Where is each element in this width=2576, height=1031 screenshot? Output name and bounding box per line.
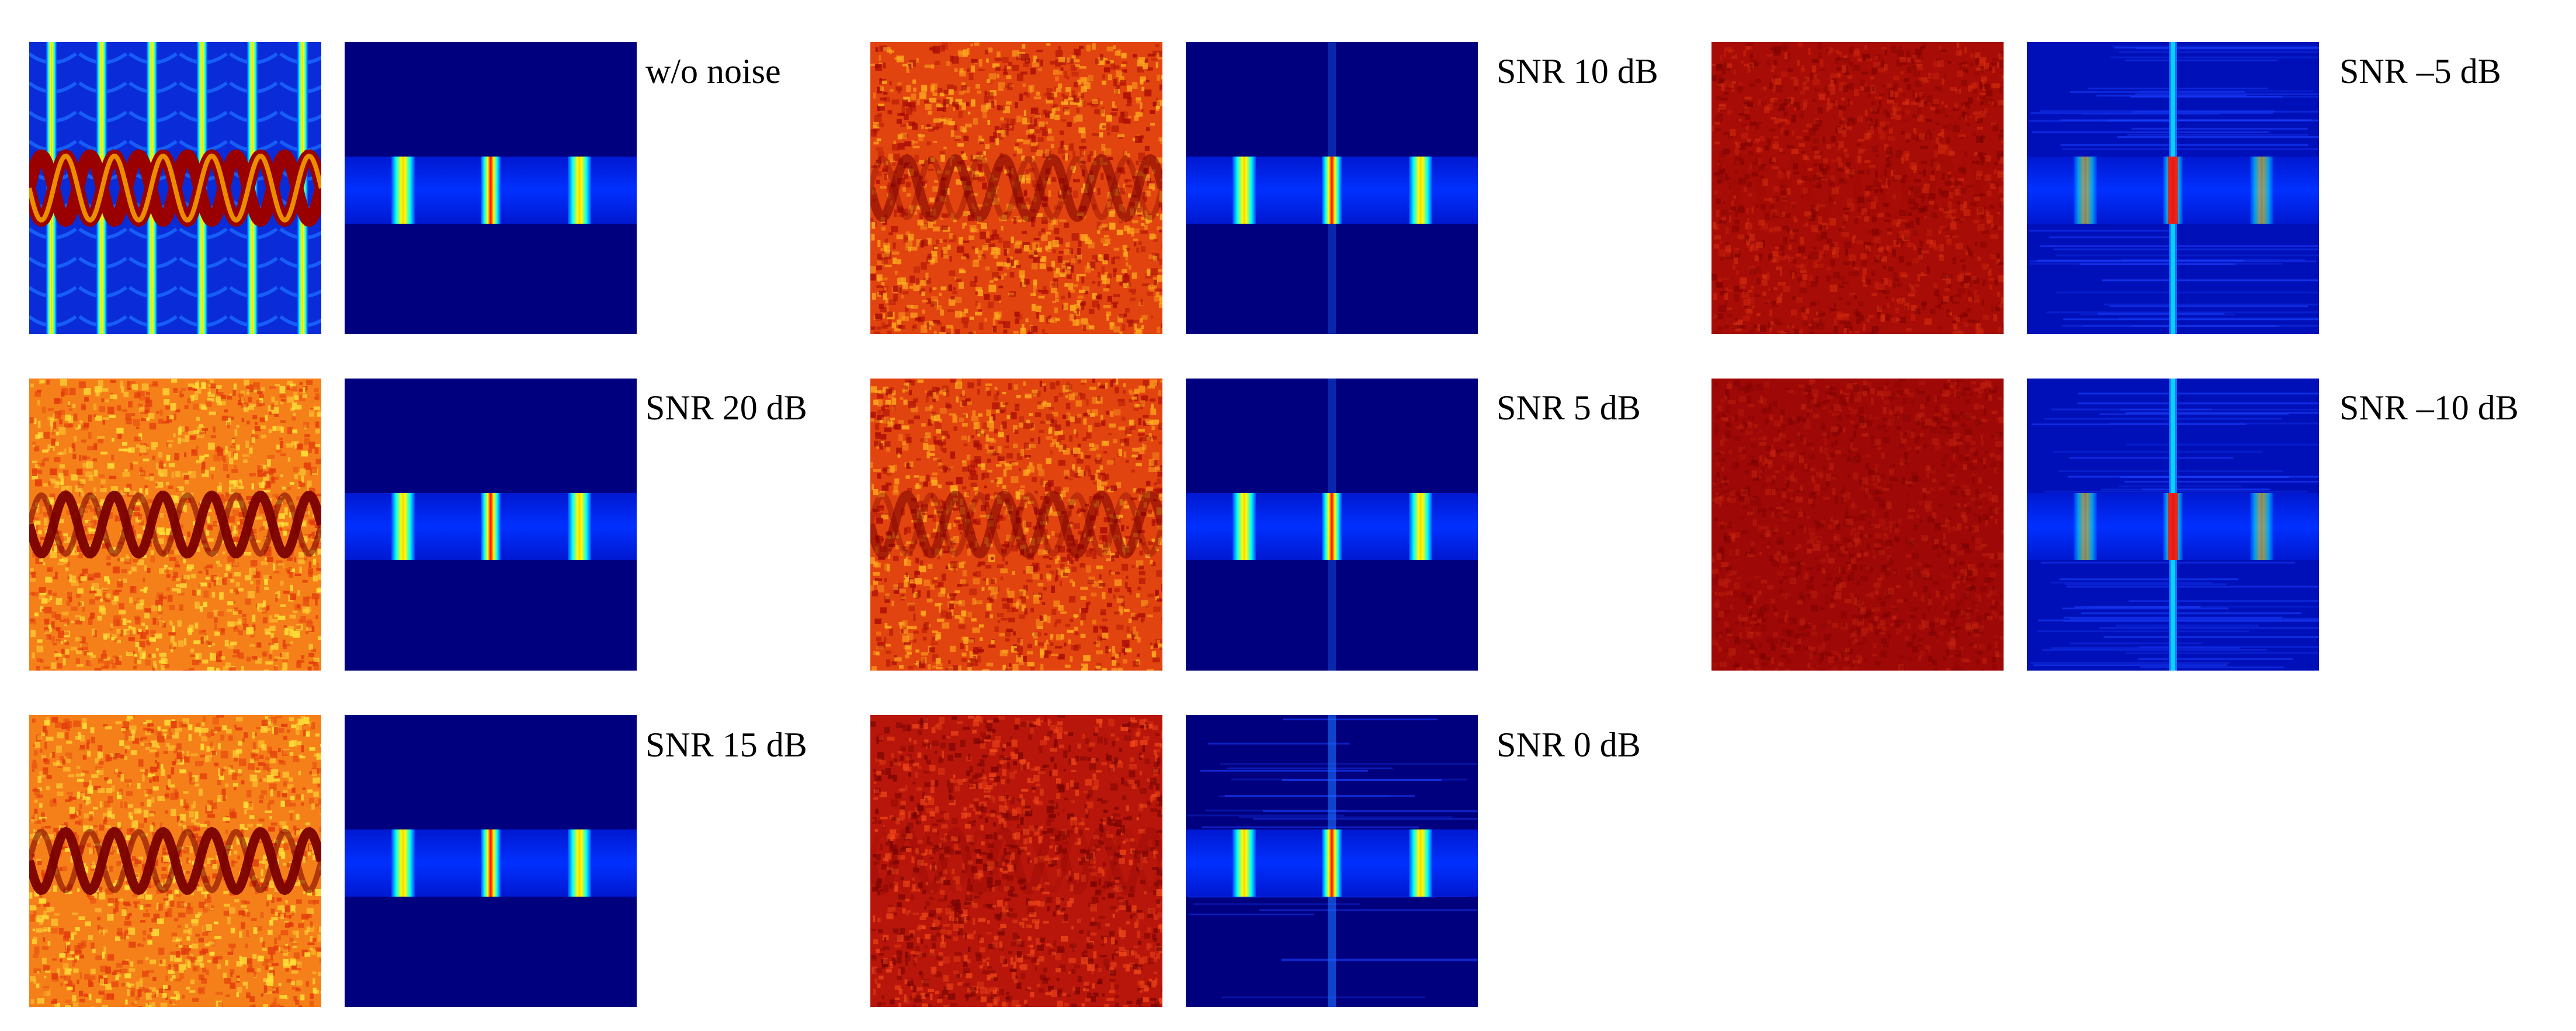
spectrum-image-2 (345, 715, 637, 1007)
noisy-image-7 (1711, 379, 2010, 676)
spectrum-image-5 (1186, 715, 1538, 1007)
label-snr-minus-10: SNR –10 dB (2339, 390, 2519, 425)
noisy-image-1 (29, 379, 328, 677)
noisy-image-5 (870, 715, 1169, 1013)
noisy-image-6 (1711, 42, 2011, 341)
label-wo-noise: w/o noise (645, 54, 781, 89)
spectrum-image-1 (345, 379, 637, 671)
noisy-image-4 (870, 379, 1169, 678)
label-snr-10: SNR 10 dB (1497, 54, 1658, 89)
label-snr-15: SNR 15 dB (645, 727, 807, 762)
noisy-image-3 (870, 42, 1167, 339)
label-snr-minus-5: SNR –5 dB (2339, 54, 2501, 89)
label-snr-0: SNR 0 dB (1497, 727, 1641, 762)
noisy-image-0 (29, 42, 327, 334)
spectrum-image-0 (345, 42, 637, 334)
spectrum-image-3 (1186, 42, 1478, 334)
label-snr-5: SNR 5 dB (1497, 390, 1641, 425)
label-snr-20: SNR 20 dB (645, 390, 807, 425)
noisy-image-2 (29, 715, 328, 1012)
spectrum-image-4 (1186, 379, 1478, 671)
